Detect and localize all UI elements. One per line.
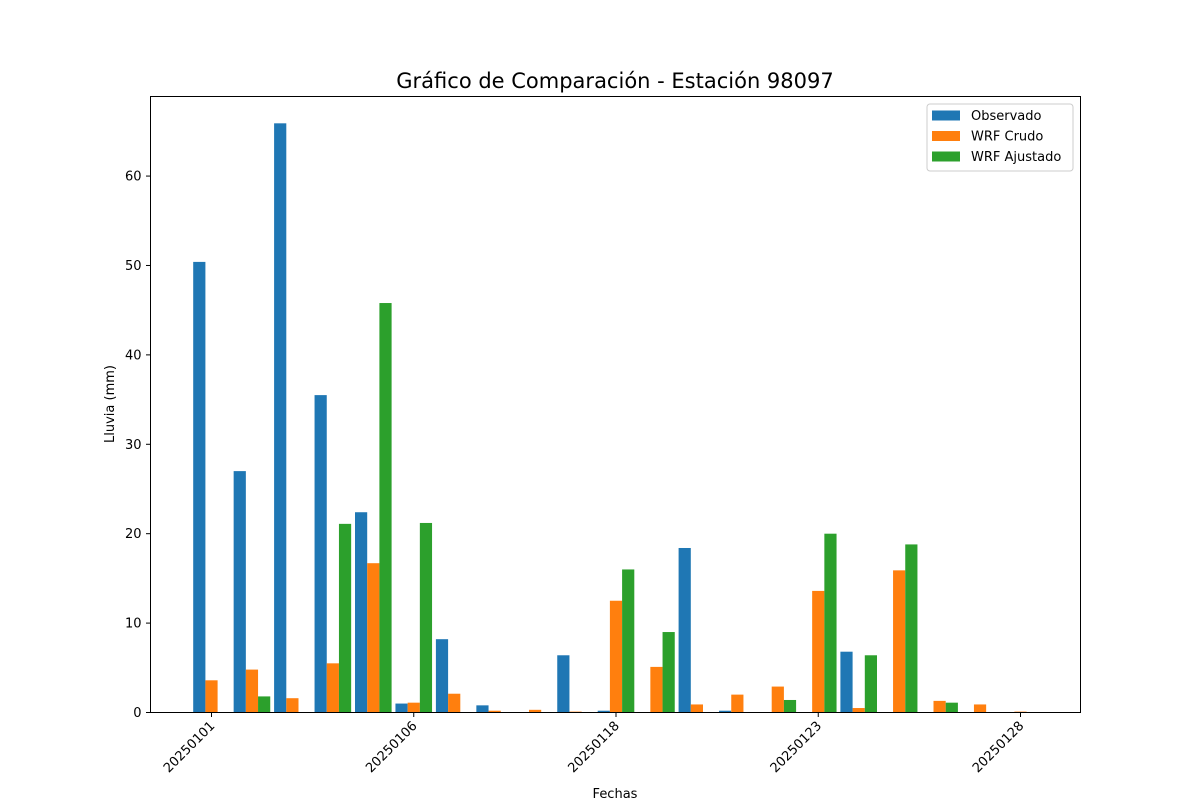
bar-wrf-crudo bbox=[407, 702, 420, 713]
x-axis-label: Fechas bbox=[593, 787, 638, 800]
bar-wrf-crudo bbox=[731, 694, 744, 713]
legend-label: WRF Crudo bbox=[971, 130, 1043, 145]
bar-observado bbox=[719, 710, 732, 713]
bar-wrf-crudo bbox=[326, 663, 339, 713]
bar-wrf-crudo bbox=[448, 693, 461, 713]
legend-swatch bbox=[932, 110, 960, 121]
bar-wrf-crudo bbox=[205, 680, 218, 713]
y-tick-label: 40 bbox=[125, 348, 142, 363]
bar-observado bbox=[395, 703, 408, 713]
bar-wrf-ajustado bbox=[824, 533, 837, 713]
bar-wrf-crudo bbox=[245, 669, 259, 713]
y-tick-label: 30 bbox=[125, 438, 142, 453]
bar-observado bbox=[355, 512, 368, 713]
bar-wrf-crudo bbox=[690, 704, 703, 713]
bar-observado bbox=[435, 639, 449, 713]
bars-layer bbox=[193, 123, 1027, 713]
bar-wrf-ajustado bbox=[945, 702, 958, 713]
legend-label: Observado bbox=[971, 109, 1042, 124]
bar-observado bbox=[678, 547, 691, 713]
bar-observado bbox=[314, 395, 327, 713]
bar-wrf-crudo bbox=[609, 600, 623, 713]
bar-wrf-ajustado bbox=[662, 632, 675, 713]
bar-wrf-ajustado bbox=[379, 303, 392, 713]
bar-wrf-ajustado bbox=[905, 544, 918, 713]
bar-observado bbox=[557, 655, 570, 713]
bar-wrf-crudo bbox=[933, 700, 946, 713]
bar-wrf-crudo bbox=[771, 686, 784, 713]
bar-wrf-crudo bbox=[488, 710, 501, 713]
bar-wrf-ajustado bbox=[258, 696, 271, 713]
bar-wrf-crudo bbox=[367, 563, 380, 713]
legend-swatch bbox=[932, 131, 960, 141]
bar-wrf-crudo bbox=[812, 590, 825, 713]
plot-frame bbox=[150, 96, 1081, 713]
bar-wrf-crudo bbox=[286, 698, 299, 713]
bar-wrf-ajustado bbox=[864, 655, 877, 713]
bar-observado bbox=[840, 651, 853, 713]
legend-swatch bbox=[932, 151, 960, 162]
legend: Observado WRF Crudo WRF Ajustado bbox=[926, 103, 1074, 172]
bar-wrf-crudo bbox=[650, 666, 663, 713]
legend-label: WRF Ajustado bbox=[971, 150, 1061, 165]
bar-wrf-ajustado bbox=[419, 522, 433, 713]
bar-wrf-ajustado bbox=[622, 569, 635, 713]
bar-wrf-ajustado bbox=[783, 699, 797, 713]
bar-observado bbox=[274, 123, 287, 713]
bar-observado bbox=[233, 471, 246, 713]
y-tick-label: 60 bbox=[125, 170, 142, 185]
y-tick-label: 10 bbox=[125, 617, 142, 632]
y-tick-label: 50 bbox=[125, 259, 142, 274]
y-tick-label: 0 bbox=[133, 706, 141, 721]
bar-observado bbox=[476, 705, 489, 713]
bar-wrf-crudo bbox=[852, 708, 865, 713]
bar-wrf-ajustado bbox=[338, 523, 352, 713]
y-tick-label: 20 bbox=[125, 527, 142, 542]
chart-title: Gráfico de Comparación - Estación 98097 bbox=[396, 69, 833, 93]
y-axis-label: Lluvia (mm) bbox=[103, 365, 118, 443]
bar-wrf-crudo bbox=[893, 570, 906, 713]
bar-wrf-crudo bbox=[973, 704, 987, 713]
bar-observado bbox=[597, 710, 610, 713]
bar-wrf-crudo bbox=[529, 709, 542, 713]
legend-box bbox=[926, 103, 1074, 172]
bar-observado bbox=[193, 261, 206, 713]
